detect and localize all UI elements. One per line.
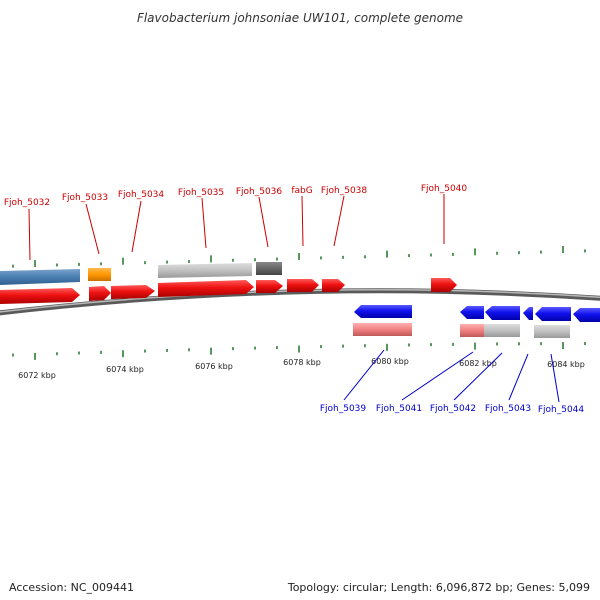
forward-gene-row: [0, 278, 457, 304]
bottom-gene-labels: Fjoh_5039 Fjoh_5041 Fjoh_5042 Fjoh_5043 …: [320, 404, 585, 415]
gene-label-fjoh-5041[interactable]: Fjoh_5041: [376, 404, 422, 414]
gene-fabg-arrow[interactable]: [287, 279, 319, 292]
scale-label: 6084 kbp: [547, 360, 585, 369]
gene-label-fjoh-5040[interactable]: Fjoh_5040: [421, 184, 468, 194]
scale-label: 6082 kbp: [459, 359, 497, 368]
gene-label-fjoh-5032[interactable]: Fjoh_5032: [4, 198, 50, 208]
reverse-feature-row: [353, 323, 570, 338]
leader-line-fjoh-5038: [333, 195, 345, 247]
map-title: Flavobacterium johnsoniae UW101, complet…: [137, 11, 463, 25]
gene-fjoh-5036-arrow[interactable]: [256, 280, 283, 293]
leader-line-fjoh-5035: [201, 197, 207, 249]
gene-fjoh-5032-arrow[interactable]: [0, 288, 80, 304]
gene-fjoh-5041-feature[interactable]: [460, 324, 484, 337]
reverse-gene-row: [354, 305, 600, 322]
gene-label-fjoh-5044[interactable]: Fjoh_5044: [538, 405, 585, 415]
gene-fjoh-5039-arrow[interactable]: [354, 305, 412, 318]
gene-fjoh-5036-feature[interactable]: [256, 262, 282, 275]
gene-fjoh-5041-arrow[interactable]: [460, 306, 484, 319]
gene-fjoh-5044-feature[interactable]: [534, 325, 570, 338]
gene-fjoh-5042-arrow[interactable]: [485, 306, 520, 320]
leader-line-fjoh-5034: [131, 200, 142, 253]
genome-summary: Topology: circular; Length: 6,096,872 bp…: [287, 581, 590, 594]
scale-label: 6080 kbp: [371, 357, 409, 366]
leader-line-fjoh-5044: [550, 353, 560, 403]
gene-fjoh-5038-arrow[interactable]: [322, 279, 345, 292]
scale-ticks-top: [12, 245, 586, 268]
gene-label-fjoh-5038[interactable]: Fjoh_5038: [321, 186, 368, 196]
gene-label-fjoh-5036[interactable]: Fjoh_5036: [236, 187, 283, 197]
top-leader-lines: [28, 194, 445, 261]
scale-labels: 6072 kbp 6074 kbp 6076 kbp 6078 kbp 6080…: [18, 357, 585, 380]
scale-label: 6072 kbp: [18, 371, 56, 380]
gene-fjoh-5033-feature[interactable]: [88, 268, 111, 281]
gene-label-fjoh-5035[interactable]: Fjoh_5035: [178, 188, 224, 198]
gene-label-fjoh-5039[interactable]: Fjoh_5039: [320, 404, 367, 414]
scale-ticks-bottom: [12, 342, 586, 360]
gene-label-fabg[interactable]: fabG: [291, 186, 312, 196]
gene-fjoh-5034-arrow[interactable]: [111, 285, 155, 299]
gene-partial-arrow[interactable]: [573, 308, 600, 322]
forward-feature-row: [0, 262, 282, 285]
leader-line-fjoh-5036: [258, 196, 269, 248]
gene-fjoh-5035-arrow[interactable]: [158, 280, 254, 297]
leader-line-fabg: [301, 195, 304, 247]
bottom-leader-lines: [343, 349, 560, 403]
gene-fjoh-5035-feature[interactable]: [158, 263, 252, 278]
gene-fjoh-5033-arrow[interactable]: [89, 286, 111, 301]
gene-fjoh-5044-arrow[interactable]: [535, 307, 571, 321]
gene-fjoh-5039-feature[interactable]: [353, 323, 412, 336]
leader-line-fjoh-5043: [508, 353, 529, 401]
gene-label-fjoh-5033[interactable]: Fjoh_5033: [62, 193, 108, 203]
scale-label: 6078 kbp: [283, 358, 321, 367]
accession-label: Accession: NC_009441: [9, 581, 135, 594]
gene-label-fjoh-5042[interactable]: Fjoh_5042: [430, 404, 476, 414]
gene-fjoh-5042-feature[interactable]: [484, 324, 520, 337]
gene-fjoh-5043-arrow[interactable]: [523, 307, 533, 320]
leader-line-fjoh-5042: [453, 352, 503, 401]
leader-line-fjoh-5039: [343, 349, 385, 401]
gene-label-fjoh-5034[interactable]: Fjoh_5034: [118, 190, 165, 200]
leader-line-fjoh-5033: [85, 203, 100, 255]
scale-label: 6076 kbp: [195, 362, 233, 371]
leader-line-fjoh-5032: [28, 208, 31, 261]
gene-fjoh-5040-arrow[interactable]: [431, 278, 457, 292]
gene-fjoh-5032-feature[interactable]: [0, 269, 80, 285]
top-gene-labels: Fjoh_5032 Fjoh_5033 Fjoh_5034 Fjoh_5035 …: [4, 184, 468, 208]
gene-label-fjoh-5043[interactable]: Fjoh_5043: [485, 404, 531, 414]
leader-line-fjoh-5041: [401, 351, 474, 401]
scale-label: 6074 kbp: [106, 365, 144, 374]
